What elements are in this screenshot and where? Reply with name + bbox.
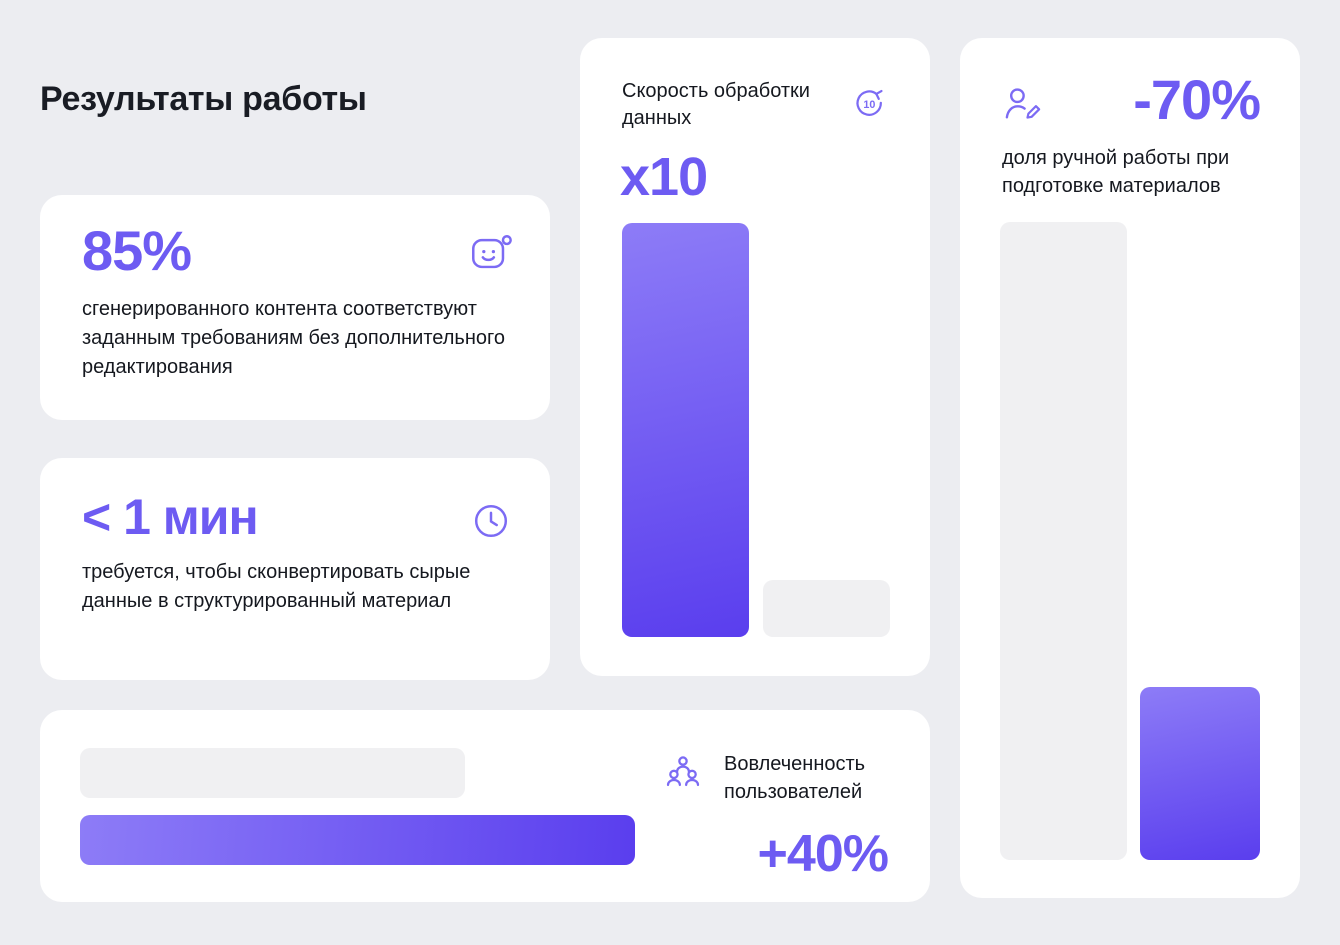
users-group-icon	[662, 752, 704, 794]
card-content-quality: 85% сгенерированного контента соответств…	[40, 195, 550, 420]
time-value: < 1 мин	[82, 489, 259, 545]
quality-value: 85%	[82, 219, 192, 282]
card-processing-speed: Скорость обработки данных 10 x10	[580, 38, 930, 676]
speed-value: x10	[620, 147, 708, 207]
manual-bar-highlight	[1140, 687, 1260, 860]
speed-bar-baseline	[763, 580, 890, 637]
card-manual-work: -70% доля ручной работы при подготовке м…	[960, 38, 1300, 898]
time-description: требуется, чтобы сконвертировать сырые д…	[82, 561, 471, 612]
manual-description: доля ручной работы при подготовке матери…	[1002, 147, 1230, 197]
engagement-title: Вовлеченность пользователей	[724, 753, 866, 803]
image-smile-icon	[468, 231, 514, 277]
manual-bar-baseline	[1000, 222, 1127, 860]
quality-description: сгенерированного контента соответствуют …	[82, 298, 505, 378]
page-title: Результаты работы	[40, 80, 367, 118]
card-conversion-time: < 1 мин требуется, чтобы сконвертировать…	[40, 458, 550, 680]
user-edit-icon	[1000, 82, 1044, 126]
restart-icon-number: 10	[863, 99, 875, 111]
restart-arrow-icon: 10	[850, 84, 888, 122]
card-engagement: Вовлеченность пользователей +40%	[40, 710, 930, 902]
engagement-bar-baseline	[80, 748, 465, 798]
engagement-value: +40%	[757, 825, 889, 883]
engagement-bar-highlight	[80, 815, 635, 865]
speed-title: Скорость обработки данных	[622, 80, 810, 129]
speed-bar-highlight	[622, 223, 749, 637]
manual-value: -70%	[1133, 68, 1261, 131]
clock-icon	[470, 500, 512, 542]
